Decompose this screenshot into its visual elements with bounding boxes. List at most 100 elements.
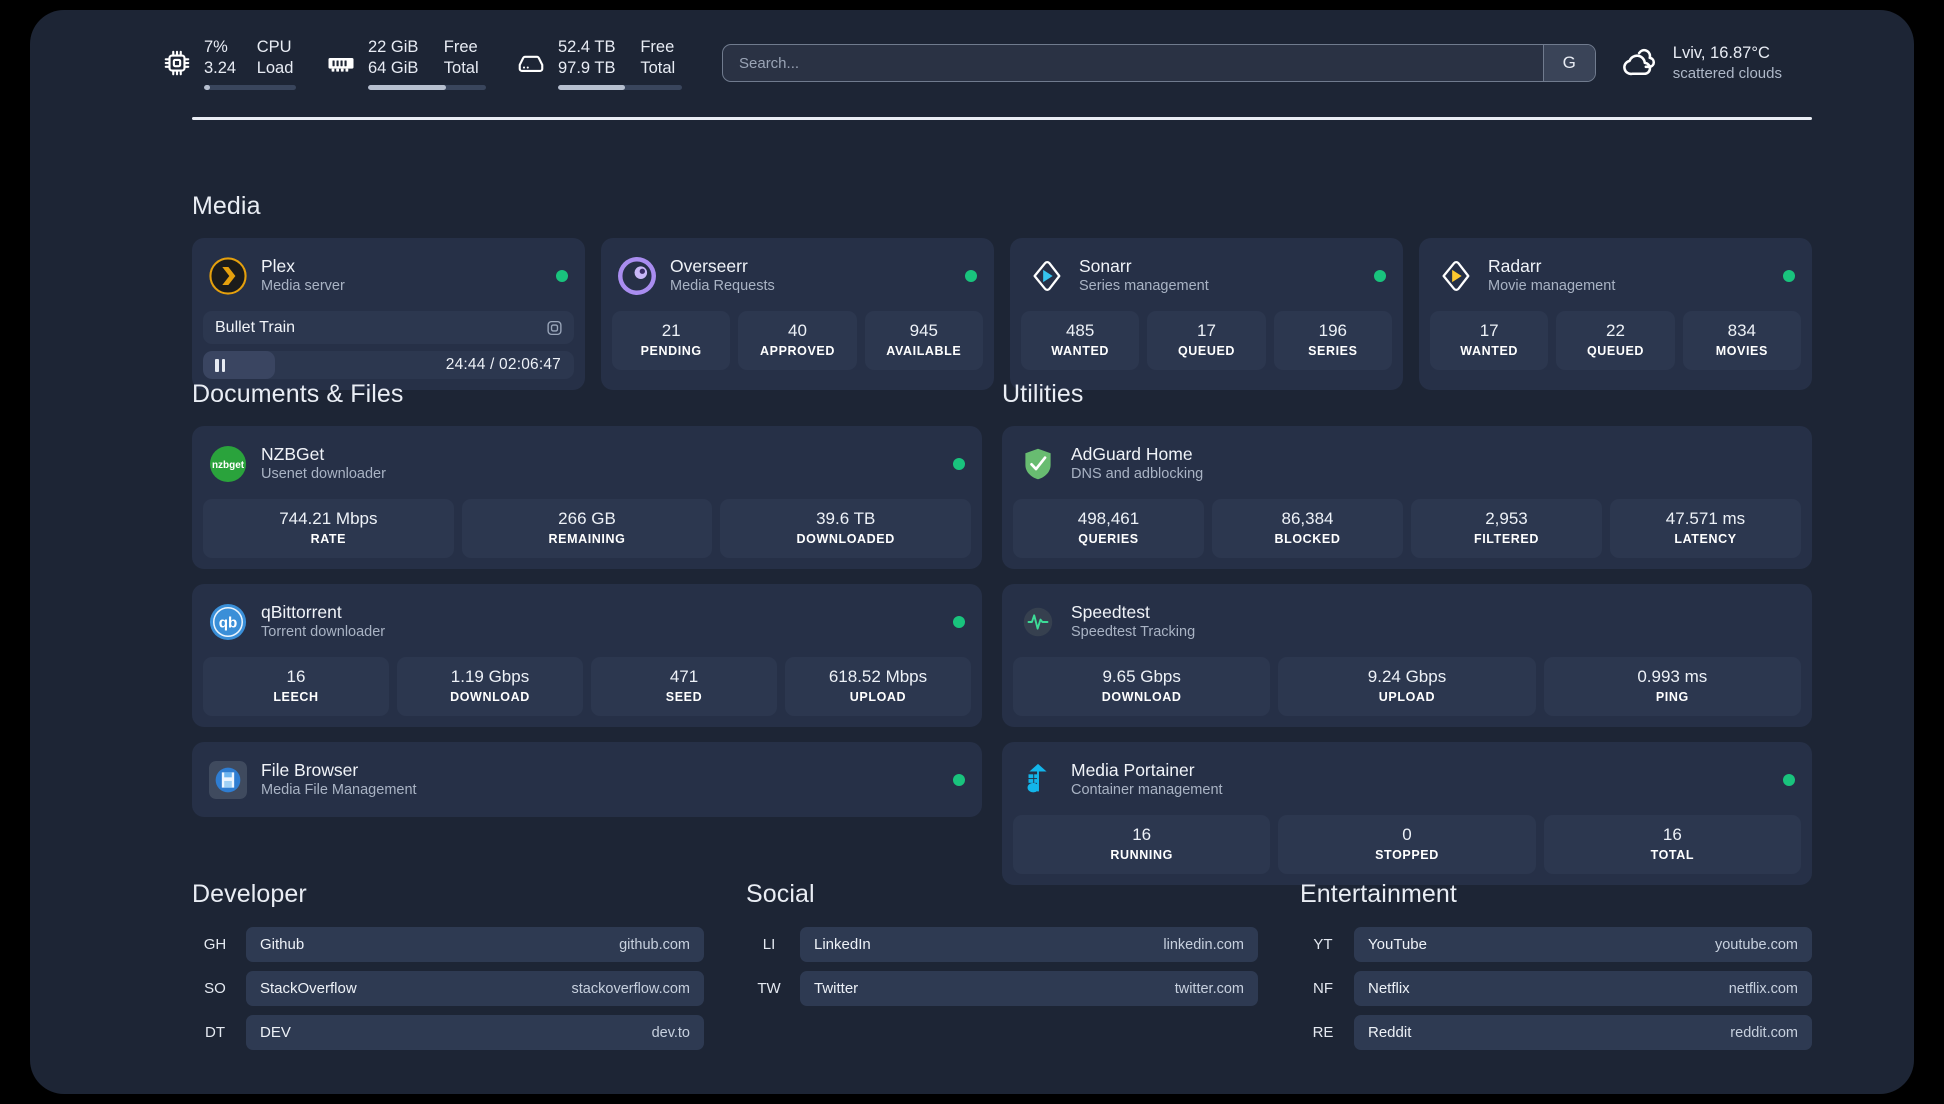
stat-value: 16	[286, 667, 306, 686]
plex-title: Plex	[261, 256, 296, 276]
plex-progress-bar[interactable]: 24:44 / 02:06:47	[203, 351, 574, 379]
plex-time-display: 24:44 / 02:06:47	[445, 356, 561, 373]
stat-label: WANTED	[1460, 344, 1519, 358]
stat-label: QUEUED	[1586, 344, 1645, 358]
plex-card-header: Plex Media server	[203, 249, 574, 302]
bookmark-url: linkedin.com	[1163, 936, 1244, 953]
memory-total-value: 64 GiB	[368, 58, 419, 77]
stat-label: DOWNLOAD	[1101, 690, 1182, 704]
stat-cell: 16 RUNNING	[1013, 815, 1271, 874]
bookmark-link[interactable]: Twitter twitter.com	[800, 971, 1258, 1006]
memory-free-value: 22 GiB	[368, 37, 419, 56]
service-card-nzbget[interactable]: nzbget NZBGet Usenet downloader 744.21 M…	[192, 426, 982, 569]
utilities-section-title: Utilities	[1002, 380, 1084, 408]
bookmark-link[interactable]: LinkedIn linkedin.com	[800, 927, 1258, 962]
overseerr-status-dot	[965, 269, 977, 282]
nzbget-status-dot	[953, 457, 965, 470]
stat-value: 86,384	[1281, 509, 1334, 528]
speedtest-stats: 9.65 Gbps DOWNLOAD 9.24 Gbps UPLOAD 0.99…	[1013, 657, 1801, 716]
portainer-stats: 16 RUNNING 0 STOPPED 16 TOTAL	[1013, 815, 1801, 874]
stat-value: 39.6 TB	[816, 509, 876, 528]
plex-card-titles: Plex Media server	[261, 255, 345, 296]
qbittorrent-card-titles: qBittorrent Torrent downloader	[261, 601, 385, 642]
bookmark-name: YouTube	[1368, 936, 1427, 953]
bookmark-item[interactable]: YT YouTube youtube.com	[1300, 927, 1812, 962]
stat-cell: 47.571 ms LATENCY	[1610, 499, 1801, 558]
service-card-sonarr[interactable]: Sonarr Series management 485 WANTED 17 Q…	[1010, 238, 1403, 390]
radarr-card-titles: Radarr Movie management	[1488, 255, 1615, 296]
service-card-portainer[interactable]: Media Portainer Container management 16 …	[1002, 742, 1812, 885]
stat-value: 0	[1402, 825, 1412, 844]
portainer-card-titles: Media Portainer Container management	[1071, 759, 1223, 800]
bookmark-group-title: Social	[746, 880, 815, 908]
stat-cell: 39.6 TB DOWNLOADED	[720, 499, 972, 558]
bookmark-item[interactable]: SO StackOverflow stackoverflow.com	[192, 971, 704, 1006]
bookmark-link[interactable]: DEV dev.to	[246, 1015, 704, 1050]
service-card-qbittorrent[interactable]: qb qBittorrent Torrent downloader 16 LEE…	[192, 584, 982, 727]
bookmark-link[interactable]: Reddit reddit.com	[1354, 1015, 1812, 1050]
service-card-plex[interactable]: Plex Media server Bullet Train	[192, 238, 585, 390]
filebrowser-card-titles: File Browser Media File Management	[261, 759, 417, 800]
hard-drive-icon	[516, 48, 546, 78]
memory-total-label: Total	[443, 58, 479, 77]
stat-value: 16	[1662, 825, 1682, 844]
bookmark-link[interactable]: YouTube youtube.com	[1354, 927, 1812, 962]
bookmark-abbr: TW	[757, 980, 781, 997]
filebrowser-subtitle: Media File Management	[261, 782, 417, 798]
cast-icon[interactable]	[546, 319, 563, 336]
bookmark-item[interactable]: DT DEV dev.to	[192, 1015, 704, 1050]
service-card-filebrowser[interactable]: File Browser Media File Management	[192, 742, 982, 817]
bookmark-link[interactable]: Netflix netflix.com	[1354, 971, 1812, 1006]
stat-label: APPROVED	[760, 344, 835, 358]
stat-label: WANTED	[1051, 344, 1110, 358]
stat-cell: 498,461 QUERIES	[1013, 499, 1204, 558]
service-card-speedtest[interactable]: Speedtest Speedtest Tracking 9.65 Gbps D…	[1002, 584, 1812, 727]
bookmark-link[interactable]: StackOverflow stackoverflow.com	[246, 971, 704, 1006]
bookmark-item[interactable]: LI LinkedIn linkedin.com	[746, 927, 1258, 962]
bookmark-url: github.com	[619, 936, 690, 953]
qbittorrent-icon: qb	[209, 603, 247, 641]
ram-stick-icon	[326, 48, 356, 78]
disk-free-label: Free	[640, 37, 675, 56]
bookmarks-section: Developer GH Github github.com SO StackO…	[192, 880, 1812, 1059]
speedtest-pulse-icon	[1019, 603, 1057, 641]
speedtest-title: Speedtest	[1071, 602, 1150, 622]
service-card-overseerr[interactable]: Overseerr Media Requests 21 PENDING 40 A…	[601, 238, 994, 390]
sonarr-title: Sonarr	[1079, 256, 1132, 276]
bookmark-name: StackOverflow	[260, 980, 357, 997]
search-box[interactable]: G	[722, 44, 1596, 82]
stat-cell: 17 WANTED	[1430, 311, 1549, 370]
bookmark-name: DEV	[260, 1024, 291, 1041]
disk-stat-block: 52.4 TB Free 97.9 TB Total	[558, 37, 682, 90]
search-engine-button[interactable]: G	[1542, 45, 1595, 81]
stat-value: 945	[909, 321, 938, 340]
weather-widget[interactable]: Lviv, 16.87°C scattered clouds	[1622, 43, 1782, 84]
stat-label: MOVIES	[1715, 344, 1768, 358]
service-card-radarr[interactable]: Radarr Movie management 17 WANTED 22 QUE…	[1419, 238, 1812, 390]
cpu-stat-block: 7% CPU 3.24 Load	[204, 37, 296, 90]
stat-value: 40	[788, 321, 807, 340]
plex-status-dot	[556, 269, 568, 282]
memory-stat-group: 22 GiB Free 64 GiB Total	[326, 37, 486, 90]
stat-label: BLOCKED	[1274, 532, 1341, 546]
sonarr-status-dot	[1374, 269, 1386, 282]
search-input[interactable]	[723, 45, 1543, 81]
pause-icon[interactable]	[215, 358, 225, 372]
radarr-title: Radarr	[1488, 256, 1542, 276]
stat-label: QUEUED	[1177, 344, 1236, 358]
bookmark-item[interactable]: RE Reddit reddit.com	[1300, 1015, 1812, 1050]
stat-cell: 16 LEECH	[203, 657, 389, 716]
overseerr-card-header: Overseerr Media Requests	[612, 249, 983, 302]
service-card-adguard[interactable]: AdGuard Home DNS and adblocking 498,461 …	[1002, 426, 1812, 569]
bookmark-item[interactable]: GH Github github.com	[192, 927, 704, 962]
stat-cell: 1.19 Gbps DOWNLOAD	[397, 657, 583, 716]
cpu-load-label: Load	[256, 58, 294, 77]
bookmark-item[interactable]: TW Twitter twitter.com	[746, 971, 1258, 1006]
stat-cell: 196 SERIES	[1273, 311, 1392, 370]
stat-label: QUERIES	[1078, 532, 1139, 546]
bookmark-link[interactable]: Github github.com	[246, 927, 704, 962]
bookmark-item[interactable]: NF Netflix netflix.com	[1300, 971, 1812, 1006]
bookmark-url: stackoverflow.com	[571, 980, 690, 997]
portainer-title: Media Portainer	[1071, 760, 1195, 780]
